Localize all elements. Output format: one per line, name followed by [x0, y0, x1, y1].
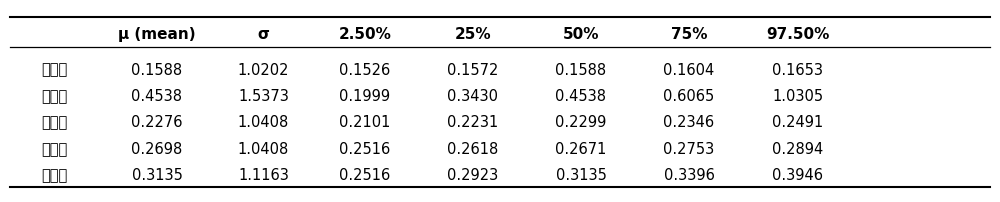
Text: 贵州省: 贵州省	[41, 115, 67, 130]
Text: 湖北省: 湖北省	[41, 167, 67, 182]
Text: 安徽省: 安徽省	[41, 62, 67, 77]
Text: 1.0202: 1.0202	[238, 62, 289, 77]
Text: 0.2923: 0.2923	[447, 167, 499, 182]
Text: 0.1572: 0.1572	[447, 62, 499, 77]
Text: 0.3430: 0.3430	[447, 89, 498, 103]
Text: 0.2299: 0.2299	[555, 115, 607, 130]
Text: 0.4538: 0.4538	[131, 89, 182, 103]
Text: 0.1999: 0.1999	[339, 89, 391, 103]
Text: 0.2516: 0.2516	[339, 141, 391, 156]
Text: 1.0408: 1.0408	[238, 141, 289, 156]
Text: 0.1653: 0.1653	[772, 62, 823, 77]
Text: 97.50%: 97.50%	[766, 27, 830, 42]
Text: 0.3135: 0.3135	[556, 167, 606, 182]
Text: 0.6065: 0.6065	[663, 89, 715, 103]
Text: 25%: 25%	[455, 27, 491, 42]
Text: 0.1588: 0.1588	[555, 62, 607, 77]
Text: 0.2101: 0.2101	[339, 115, 391, 130]
Text: 0.2671: 0.2671	[555, 141, 607, 156]
Text: 0.2894: 0.2894	[772, 141, 824, 156]
Text: 0.3135: 0.3135	[132, 167, 182, 182]
Text: 0.1526: 0.1526	[339, 62, 391, 77]
Text: 75%: 75%	[671, 27, 707, 42]
Text: 0.2618: 0.2618	[447, 141, 499, 156]
Text: 0.2516: 0.2516	[339, 167, 391, 182]
Text: 50%: 50%	[563, 27, 599, 42]
Text: 0.3946: 0.3946	[772, 167, 823, 182]
Text: 福建省: 福建省	[41, 89, 67, 103]
Text: 0.1588: 0.1588	[131, 62, 183, 77]
Text: 0.2753: 0.2753	[663, 141, 715, 156]
Text: 2.50%: 2.50%	[339, 27, 391, 42]
Text: 0.2346: 0.2346	[663, 115, 715, 130]
Text: 0.2698: 0.2698	[131, 141, 183, 156]
Text: 0.2276: 0.2276	[131, 115, 183, 130]
Text: 1.0305: 1.0305	[772, 89, 824, 103]
Text: 1.0408: 1.0408	[238, 115, 289, 130]
Text: 河南省: 河南省	[41, 141, 67, 156]
Text: 0.3396: 0.3396	[664, 167, 714, 182]
Text: σ: σ	[258, 27, 269, 42]
Text: 0.1604: 0.1604	[663, 62, 715, 77]
Text: 0.4538: 0.4538	[556, 89, 606, 103]
Text: μ (mean): μ (mean)	[118, 27, 196, 42]
Text: 1.5373: 1.5373	[238, 89, 289, 103]
Text: 1.1163: 1.1163	[238, 167, 289, 182]
Text: 0.2491: 0.2491	[772, 115, 824, 130]
Text: 0.2231: 0.2231	[447, 115, 499, 130]
